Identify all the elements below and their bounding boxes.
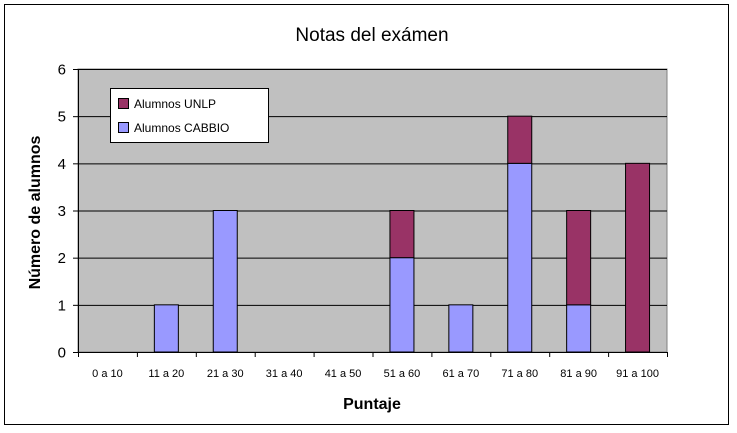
legend-swatch-cabbio [118,122,129,133]
bar-cabbio [507,162,533,353]
y-tick-label: 0 [58,345,66,362]
y-tick-label: 6 [58,62,66,79]
y-tick-label: 2 [58,250,66,267]
chart-title: Notas del exámen [295,25,448,46]
bar-cabbio [566,304,592,353]
bar-unlp [566,210,592,306]
x-tick-label: 91 a 100 [616,368,659,380]
x-tick-label: 51 a 60 [384,368,421,380]
x-tick-label: 21 a 30 [207,368,244,380]
y-axis-label: Número de alumnos [27,136,44,290]
bar-cabbio [153,304,179,353]
x-tick-label: 31 a 40 [266,368,303,380]
x-tick-label: 71 a 80 [501,368,538,380]
bar-unlp [507,115,533,164]
y-tick-label: 3 [58,203,66,220]
legend [110,88,269,143]
bar-cabbio [448,304,474,353]
legend-swatch-unlp [118,98,129,109]
bar-unlp [625,162,651,353]
x-tick-label: 11 a 20 [148,368,184,380]
x-axis-label: Puntaje [343,396,401,413]
bar-cabbio [389,257,415,353]
x-tick-label: 61 a 70 [442,368,479,380]
x-tick-label: 0 a 10 [92,368,123,380]
y-tick-label: 4 [58,156,66,173]
bar-unlp [389,210,415,259]
y-tick-label: 1 [58,297,66,314]
legend-label: Alumnos CABBIO [134,121,229,135]
x-tick-label: 81 a 90 [560,368,597,380]
x-tick-label: 41 a 50 [325,368,362,380]
bar-cabbio [212,210,238,353]
legend-label: Alumnos UNLP [134,97,216,111]
y-tick-label: 5 [58,109,66,126]
